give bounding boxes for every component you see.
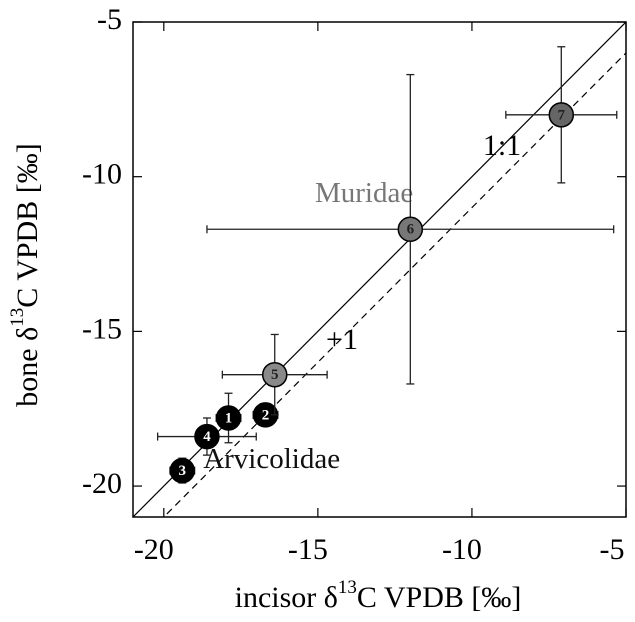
point [261,361,288,388]
point [194,423,220,450]
x-tick-label: -5 [600,533,625,566]
point-label: 1 [225,410,233,426]
data-point: 4 [156,417,257,456]
y-axis-title-text: bone δ [11,327,44,407]
y-tick-label: -5 [97,3,122,36]
y-axis-title: bone δ13C VPDB [‰] [7,143,44,406]
data-point: 3 [169,457,196,484]
point-label: 5 [271,367,279,383]
y-axis-title-sup: 13 [7,308,28,327]
data-point: 1 [215,392,242,444]
reference-line [162,52,626,517]
y-axis-title-text: C VPDB [‰] [11,143,44,307]
point-label: 3 [179,463,187,479]
point [169,457,196,484]
x-axis-title-sup: 13 [338,577,357,598]
x-axis-title-text: C VPDB [‰] [357,581,521,614]
point [215,405,242,431]
annotation: Muridae [315,177,413,209]
y-tick-label: -20 [82,467,122,500]
annotation: Arvicolidae [203,443,340,475]
x-tick-label: -20 [134,533,174,566]
reference-label: +1 [326,323,358,356]
point-label: 6 [407,222,415,238]
data-point: 5 [221,333,328,416]
data-point: 6 [206,73,615,385]
x-tick-label: -10 [442,533,482,566]
y-tick-label: -10 [82,158,122,191]
data-point: 7 [505,46,618,184]
y-tick-label: -15 [82,312,122,345]
point-label: 7 [558,107,566,123]
point-label: 4 [203,429,211,445]
point [548,102,575,128]
x-tick-label: -15 [288,533,328,566]
point-label: 2 [262,407,270,423]
x-axis-title-text: incisor δ [235,581,338,614]
point [397,216,424,243]
reference-label: 1:1 [483,129,521,162]
plot-frame [132,21,627,518]
x-axis-title: incisor δ13C VPDB [‰] [235,577,522,614]
